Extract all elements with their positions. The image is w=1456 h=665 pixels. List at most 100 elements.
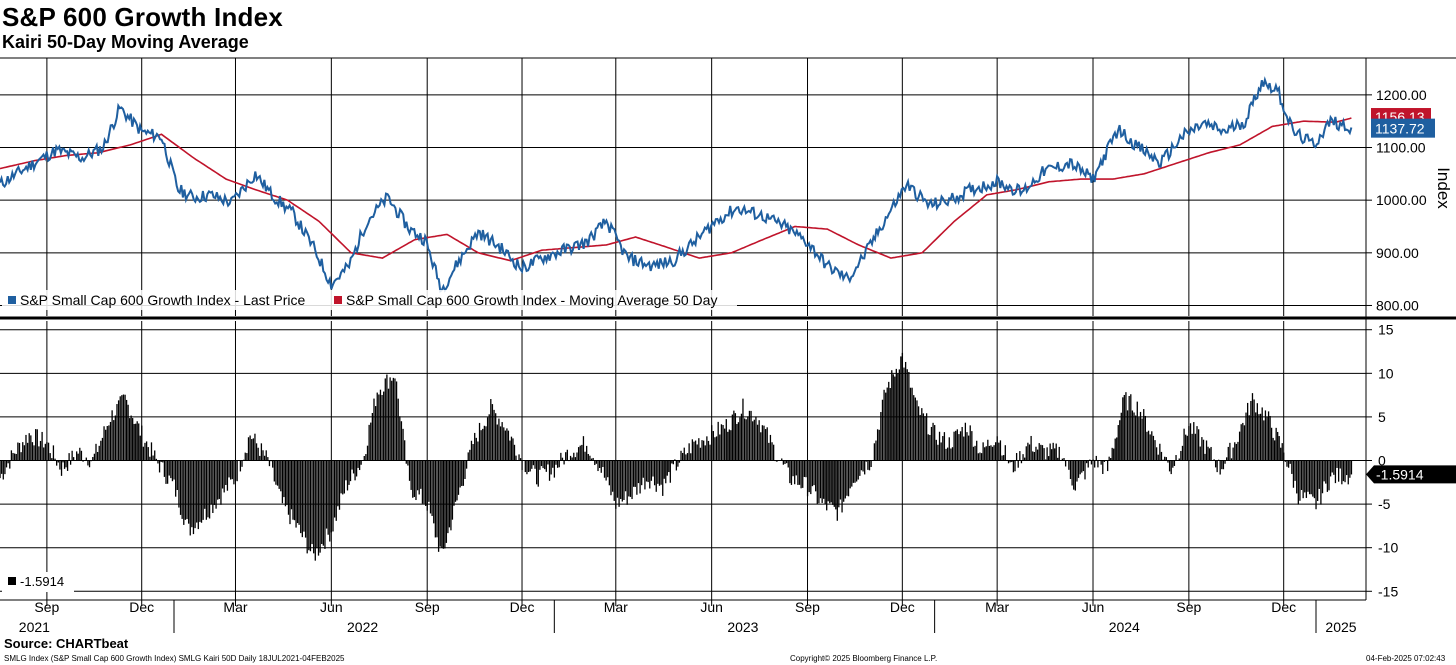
kairi-bar	[1055, 443, 1057, 461]
kairi-bar	[259, 455, 261, 461]
kairi-bar	[1186, 435, 1188, 461]
kairi-bar	[384, 378, 386, 461]
kairi-bar	[703, 440, 705, 461]
kairi-bar	[273, 460, 275, 482]
kairi-bar	[20, 452, 22, 461]
kairi-bar	[1235, 443, 1238, 461]
kairi-bar	[854, 460, 856, 483]
kairi-bar	[296, 460, 299, 524]
kairi-bar	[539, 460, 541, 470]
kairi-bar	[1073, 460, 1075, 490]
kairi-bar	[690, 453, 692, 461]
kairi-bar	[1014, 460, 1016, 472]
kairi-bar	[1269, 415, 1271, 461]
kairi-bar	[1125, 392, 1127, 461]
kairi-bar	[1024, 457, 1026, 461]
kairi-bar	[65, 460, 67, 468]
kairi-bar	[1027, 442, 1029, 461]
y-axis-title: Index	[1434, 167, 1453, 209]
kairi-bar	[234, 460, 237, 481]
kairi-bar	[92, 457, 94, 461]
kairi-bar	[548, 460, 551, 481]
kairi-bar	[207, 460, 209, 518]
kairi-bar	[322, 460, 324, 546]
kairi-bar	[766, 427, 768, 461]
kairi-bar	[1308, 460, 1311, 495]
kairi-bar	[1256, 403, 1258, 461]
kairi-bar	[1334, 460, 1337, 484]
kairi-bar	[316, 460, 318, 549]
kairi-bar	[1084, 460, 1086, 480]
kairi-bar	[461, 460, 463, 486]
kairi-bar	[304, 460, 307, 538]
kairi-bar	[95, 443, 97, 461]
kairi-bar	[876, 429, 879, 461]
kairi-bar	[1299, 460, 1301, 501]
kairi-bar	[1082, 460, 1085, 472]
kairi-bar	[925, 413, 928, 461]
kairi-bar	[553, 460, 556, 478]
legend-label-kairi: -1.5914	[20, 574, 64, 589]
kairi-bar	[321, 460, 323, 544]
kairi-bar	[552, 460, 554, 468]
kairi-bar	[51, 458, 53, 461]
kairi-bar	[389, 377, 391, 461]
kairi-bar	[410, 460, 412, 490]
kairi-bar	[1258, 414, 1260, 461]
kairi-bar	[802, 460, 804, 488]
kairi-bar	[740, 413, 743, 461]
kairi-bar	[231, 460, 233, 480]
kairi-bar	[59, 460, 61, 470]
kairi-bar	[289, 460, 291, 525]
kairi-bar	[448, 460, 451, 528]
kairi-bar	[332, 460, 334, 532]
kairi-bar	[1240, 424, 1242, 461]
kairi-bar	[774, 460, 776, 462]
kairi-bar	[165, 460, 167, 484]
kairi-bar	[942, 436, 944, 461]
kairi-bar	[1341, 460, 1343, 485]
kairi-bar	[1213, 459, 1215, 461]
kairi-bar	[324, 460, 326, 549]
kairi-bar	[977, 453, 979, 461]
kairi-bar	[152, 455, 154, 461]
kairi-bar	[462, 460, 465, 486]
kairi-bar	[431, 460, 433, 516]
kairi-bar	[386, 374, 388, 461]
kairi-bar	[1201, 437, 1203, 461]
kairi-bar	[1221, 460, 1223, 470]
kairi-bar	[1178, 458, 1180, 461]
kairi-bar	[526, 460, 528, 475]
kairi-bar	[196, 460, 198, 523]
kairi-bar	[1222, 460, 1225, 470]
kairi-bar	[130, 415, 132, 461]
kairi-bar	[1, 460, 3, 474]
kairi-bar	[128, 418, 131, 461]
kairi-bar	[268, 460, 271, 467]
kairi-bar	[496, 424, 498, 461]
kairi-bar	[436, 460, 438, 538]
kairi-bar	[491, 404, 494, 461]
kairi-bar	[122, 394, 125, 461]
y-tick-label: 15	[1378, 322, 1394, 338]
kairi-bar	[7, 460, 9, 464]
kairi-bar	[885, 392, 887, 461]
kairi-bar	[988, 445, 991, 461]
kairi-bar	[991, 446, 994, 461]
kairi-bar	[486, 417, 489, 461]
kairi-bar	[694, 440, 697, 461]
kairi-bar	[527, 460, 530, 472]
kairi-bar	[1159, 443, 1161, 461]
kairi-bar	[12, 452, 14, 461]
kairi-bar	[17, 442, 19, 461]
kairi-bar	[139, 435, 141, 461]
kairi-bar	[595, 460, 598, 464]
kairi-bar	[329, 460, 331, 542]
kairi-bar	[428, 460, 430, 502]
kairi-bar	[351, 460, 353, 470]
kairi-bar	[1168, 460, 1171, 472]
kairi-bar	[600, 460, 602, 473]
kairi-bar	[345, 460, 347, 481]
kairi-bar	[917, 406, 920, 461]
kairi-bar	[733, 410, 735, 461]
